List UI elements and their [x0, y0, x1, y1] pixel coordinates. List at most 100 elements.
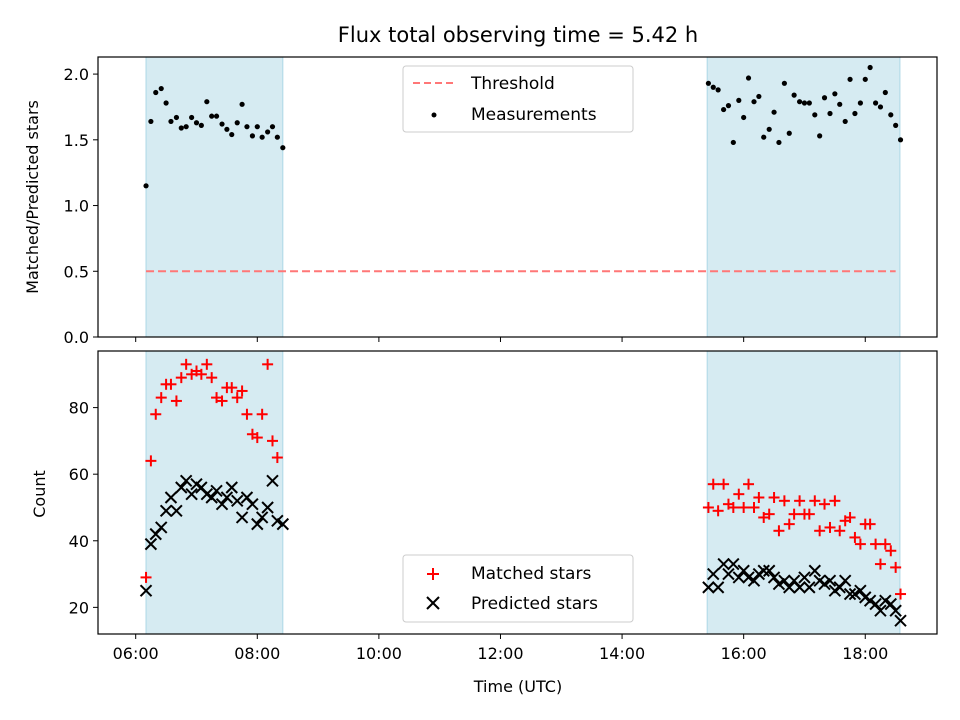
predicted-star-point — [838, 574, 852, 587]
matched-star-point — [788, 508, 800, 520]
top-legend: Threshold Measurements — [402, 65, 634, 133]
matched-star-point — [874, 558, 886, 570]
predicted-star-point — [762, 564, 776, 577]
measurements-legend-label: Measurements — [471, 105, 597, 125]
predicted-star-point — [778, 574, 791, 587]
matched-star-point — [778, 495, 790, 507]
matched-star-point — [895, 588, 907, 600]
predicted-star-point — [210, 484, 223, 498]
bottom-y-axis-label: Count — [30, 470, 49, 518]
measurement-point — [168, 118, 174, 125]
measurement-point — [827, 110, 833, 117]
measurement-point — [224, 126, 230, 132]
matched-star-point — [768, 491, 780, 503]
top-y-axis-ticks: 0.0 0.5 1.0 1.5 2.0 — [64, 65, 98, 347]
predicted-star-point — [803, 581, 816, 594]
matched-star-point — [256, 408, 268, 420]
predicted-star-point — [818, 577, 831, 591]
predicted-star-point — [170, 504, 183, 518]
matched-star-point — [216, 395, 228, 407]
top-legend-box — [402, 65, 634, 133]
top-y-tick-label: 1.5 — [64, 131, 89, 150]
measurement-point — [705, 80, 712, 86]
predicted-star-point — [767, 571, 781, 584]
matched-star-point — [854, 538, 866, 550]
measurement-point — [761, 134, 767, 140]
bottom-x-axis-ticks: 06:00 08:00 10:00 12:00 14:00 16:00 18:00 — [113, 634, 888, 663]
predicted-star-point — [843, 587, 857, 601]
measurement-point — [821, 95, 828, 101]
predicted-star-point — [742, 571, 755, 584]
predicted-star-point — [783, 581, 796, 594]
top-y-tick-label: 2.0 — [64, 65, 89, 84]
measurement-point — [178, 125, 184, 131]
predicted-star-point — [255, 511, 269, 524]
bottom-legend-box — [402, 554, 634, 623]
predicted-star-point — [185, 487, 198, 501]
matched-star-point — [834, 525, 846, 537]
measurement-point — [786, 130, 792, 136]
predicted-stars-legend-swatch — [426, 596, 440, 610]
measurement-point — [766, 126, 772, 132]
predicted-star-point — [271, 514, 284, 528]
predicted-star-point — [159, 504, 173, 518]
bottom-y-tick-label: 20 — [69, 598, 89, 617]
predicted-star-point — [722, 567, 735, 581]
predicted-star-point — [757, 564, 770, 577]
bottom-legend: Matched stars Predicted stars — [402, 554, 634, 623]
matched-star-point — [266, 435, 278, 447]
matched-star-point — [262, 358, 274, 370]
predicted-stars-points — [139, 474, 907, 627]
measurement-point — [148, 118, 154, 125]
measurement-point — [801, 100, 808, 106]
measurement-point — [771, 109, 777, 115]
predicted-star-point — [164, 491, 178, 504]
measurement-point — [756, 93, 762, 100]
matched-star-point — [829, 495, 841, 507]
top-y-tick-label: 0.5 — [64, 262, 89, 281]
matched-star-point — [824, 521, 836, 533]
predicted-star-point — [215, 497, 229, 511]
measurement-point — [796, 99, 803, 105]
measurement-point — [812, 112, 818, 118]
predicted-star-point — [747, 574, 761, 587]
bottom-x-tick-label: 16:00 — [721, 644, 767, 663]
measurement-point — [852, 110, 858, 117]
bottom-y-axis-ticks: 20 40 60 80 — [69, 399, 98, 617]
measurement-point — [776, 139, 782, 146]
matched-star-point — [819, 498, 831, 510]
predicted-star-point — [225, 481, 238, 494]
matched-star-point — [145, 455, 157, 467]
matched-star-point — [271, 452, 283, 464]
matched-star-point — [226, 382, 238, 394]
top-y-tick-label: 1.0 — [64, 197, 89, 216]
bottom-panel: 20 40 60 80 06:00 08:00 10:00 12:00 14:00 16:00 1… — [30, 350, 938, 696]
matched-star-point — [727, 501, 739, 513]
matched-star-point — [206, 372, 218, 384]
measurement-point — [153, 89, 159, 96]
measurement-point — [219, 121, 225, 127]
measurement-point — [213, 113, 220, 119]
predicted-star-point — [894, 614, 907, 627]
predicted-star-point — [702, 581, 715, 594]
predicted-star-point — [889, 604, 902, 617]
predicted-star-point — [266, 474, 279, 488]
top-observing-window-1 — [145, 56, 284, 338]
measurement-point — [893, 122, 899, 128]
measurement-point — [239, 101, 245, 107]
measurement-point — [781, 80, 787, 86]
bottom-x-tick-label: 08:00 — [234, 644, 280, 663]
measurement-point — [842, 118, 848, 125]
measurement-point — [832, 91, 838, 97]
measurement-point — [229, 131, 235, 138]
predicted-star-point — [727, 557, 740, 571]
measurement-point — [158, 85, 164, 92]
top-measurement-points — [143, 64, 904, 189]
predicted-star-point — [139, 584, 153, 597]
bottom-x-tick-label: 18:00 — [842, 644, 888, 663]
predicted-star-point — [205, 491, 218, 504]
measurement-point — [721, 106, 727, 113]
matched-star-point — [231, 392, 243, 404]
matched-star-point — [814, 525, 826, 537]
measurement-point — [189, 114, 195, 121]
